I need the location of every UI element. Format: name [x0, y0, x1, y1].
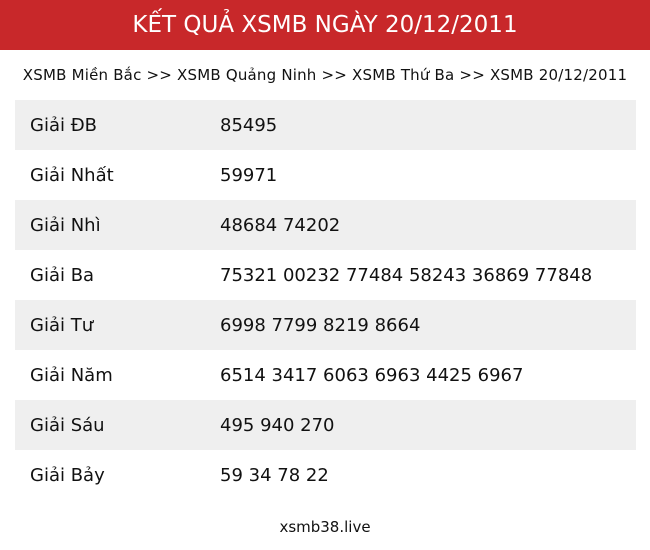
breadcrumb-separator: >> [459, 66, 485, 84]
prize-value: 6998 7799 8219 8664 [220, 314, 421, 336]
prize-label: Giải Ba [30, 264, 95, 286]
prize-value: 85495 [220, 114, 278, 136]
table-row-giai-nhi: Giải Nhì 48684 74202 [15, 200, 636, 250]
prize-label: Giải Tư [30, 314, 94, 336]
table-row-giai-bay: Giải Bảy 59 34 78 22 [15, 450, 636, 500]
prize-value: 59 34 78 22 [220, 464, 329, 486]
prize-label: Giải Bảy [30, 464, 105, 486]
results-table: Giải ĐB 85495 Giải Nhất 59971 Giải Nhì 4868… [15, 100, 636, 500]
prize-label: Giải Nhất [30, 164, 114, 186]
breadcrumb-thu-ba[interactable]: XSMB Thứ Ba [352, 66, 455, 84]
prize-label: Giải Sáu [30, 414, 105, 436]
table-row-giai-nhat: Giải Nhất 59971 [15, 150, 636, 200]
prize-value: 48684 74202 [220, 214, 341, 236]
prize-value: 6514 3417 6063 6963 4425 6967 [220, 364, 524, 386]
prize-label: Giải ĐB [30, 114, 97, 136]
table-row-giai-tu: Giải Tư 6998 7799 8219 8664 [15, 300, 636, 350]
table-row-giai-ba: Giải Ba 75321 00232 77484 58243 36869 778… [15, 250, 636, 300]
page-header: KẾT QUẢ XSMB NGÀY 20/12/2011 [0, 0, 650, 50]
prize-value: 495 940 270 [220, 414, 335, 436]
breadcrumb-date[interactable]: XSMB 20/12/2011 [489, 66, 628, 84]
prize-label: Giải Năm [30, 364, 113, 386]
breadcrumb-separator: >> [146, 66, 173, 84]
table-row-giai-db: Giải ĐB 85495 [15, 100, 636, 150]
prize-label: Giải Nhì [30, 214, 101, 236]
table-row-giai-nam: Giải Năm 6514 3417 6063 6963 4425 6967 [15, 350, 636, 400]
prize-value: 59971 [220, 164, 278, 186]
breadcrumb-mien-bac[interactable]: XSMB Miền Bắc [22, 66, 142, 84]
footer-site: xsmb38.live [279, 518, 371, 536]
page-title: KẾT QUẢ XSMB NGÀY 20/12/2011 [132, 12, 518, 38]
table-row-giai-sau: Giải Sáu 495 940 270 [15, 400, 636, 450]
breadcrumb: XSMB Miền Bắc >> XSMB Quảng Ninh >> XSMB… [0, 66, 650, 84]
breadcrumb-separator: >> [321, 66, 348, 84]
breadcrumb-quang-ninh[interactable]: XSMB Quảng Ninh [177, 66, 317, 84]
prize-value: 75321 00232 77484 58243 36869 77848 [220, 264, 593, 286]
